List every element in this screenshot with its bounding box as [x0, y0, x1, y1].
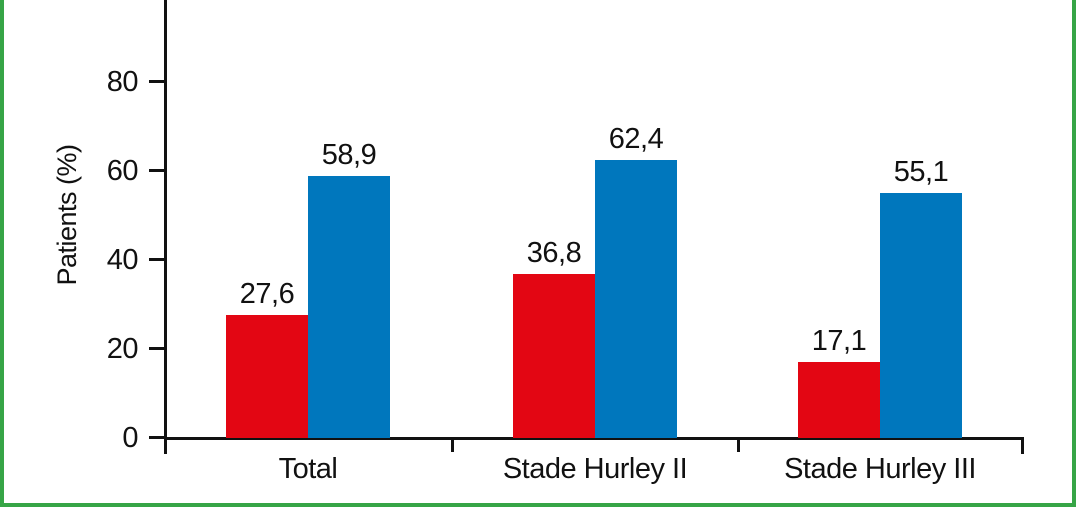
bar-blue-series-2	[880, 193, 962, 438]
value-label: 36,8	[526, 237, 582, 269]
y-axis-tick-label: 60	[106, 155, 139, 187]
value-label: 17,1	[811, 325, 867, 357]
bar-red-series-0	[226, 315, 308, 438]
y-axis-tick-label: 20	[106, 333, 139, 365]
y-axis-tick	[149, 436, 164, 439]
x-axis-tick	[451, 439, 454, 452]
value-label: 55,1	[893, 156, 949, 188]
bar-red-series-1	[513, 274, 595, 438]
value-label: 27,6	[239, 278, 295, 310]
y-axis-tick-label: 80	[106, 66, 139, 98]
y-axis-title: Patients (%)	[52, 144, 82, 286]
y-axis-tick-label: 40	[106, 244, 139, 276]
y-axis-tick-label: 0	[122, 422, 138, 454]
x-axis-tick	[737, 439, 740, 452]
bar-blue-series-1	[595, 160, 677, 438]
x-axis-line	[164, 437, 1024, 440]
category-label: Stade Hurley III	[784, 453, 976, 485]
y-axis-tick	[149, 258, 164, 261]
x-axis-end-tick	[1021, 437, 1024, 454]
bar-blue-series-0	[308, 176, 390, 438]
value-label: 58,9	[321, 139, 377, 171]
category-label: Total	[278, 453, 338, 485]
bar-red-series-2	[798, 362, 880, 438]
category-label: Stade Hurley II	[502, 453, 688, 485]
value-label: 62,4	[608, 123, 664, 155]
y-axis-tick	[149, 80, 164, 83]
y-axis-line	[164, 0, 167, 454]
y-axis-tick	[149, 347, 164, 350]
y-axis-tick	[149, 169, 164, 172]
